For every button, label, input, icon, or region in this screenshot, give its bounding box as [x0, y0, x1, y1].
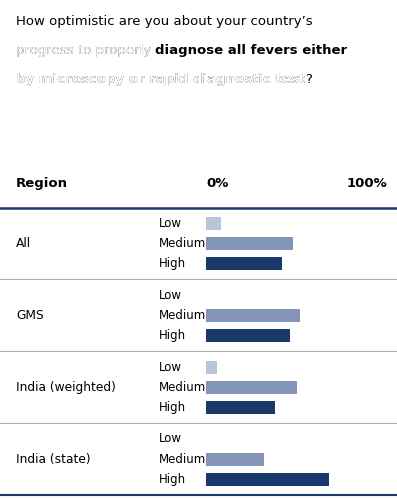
Text: diagnose all fevers either: diagnose all fevers either	[155, 44, 347, 57]
Text: Medium: Medium	[159, 237, 206, 250]
Text: Low: Low	[159, 217, 182, 230]
Text: Medium: Medium	[159, 380, 206, 394]
Text: 100%: 100%	[346, 177, 387, 190]
Text: Medium: Medium	[159, 309, 206, 322]
FancyBboxPatch shape	[206, 401, 275, 414]
Text: GMS: GMS	[16, 309, 44, 322]
Text: Low: Low	[159, 288, 182, 302]
Text: India (state): India (state)	[16, 452, 91, 466]
Text: Low: Low	[159, 360, 182, 374]
FancyBboxPatch shape	[206, 257, 282, 270]
Text: by microscopy or rapid diagnostic test: by microscopy or rapid diagnostic test	[16, 72, 305, 86]
Text: India (weighted): India (weighted)	[16, 380, 116, 394]
FancyBboxPatch shape	[206, 329, 289, 342]
Text: High: High	[159, 329, 186, 342]
Text: High: High	[159, 472, 186, 486]
Text: High: High	[159, 257, 186, 270]
Text: by microscopy or rapid diagnostic test: by microscopy or rapid diagnostic test	[16, 72, 305, 86]
FancyBboxPatch shape	[206, 452, 264, 466]
Text: ?: ?	[305, 72, 312, 86]
Text: progress to properly: progress to properly	[16, 44, 155, 57]
Text: Region: Region	[16, 177, 68, 190]
FancyBboxPatch shape	[206, 360, 217, 374]
Text: How optimistic are you about your country’s: How optimistic are you about your countr…	[16, 15, 312, 28]
FancyBboxPatch shape	[206, 237, 293, 250]
FancyBboxPatch shape	[206, 217, 221, 230]
FancyBboxPatch shape	[206, 472, 329, 486]
Text: 0%: 0%	[206, 177, 229, 190]
Text: All: All	[16, 237, 31, 250]
Text: High: High	[159, 401, 186, 414]
Text: Low: Low	[159, 432, 182, 446]
FancyBboxPatch shape	[206, 380, 297, 394]
Text: progress to properly: progress to properly	[16, 44, 155, 57]
Text: Medium: Medium	[159, 452, 206, 466]
FancyBboxPatch shape	[206, 309, 301, 322]
